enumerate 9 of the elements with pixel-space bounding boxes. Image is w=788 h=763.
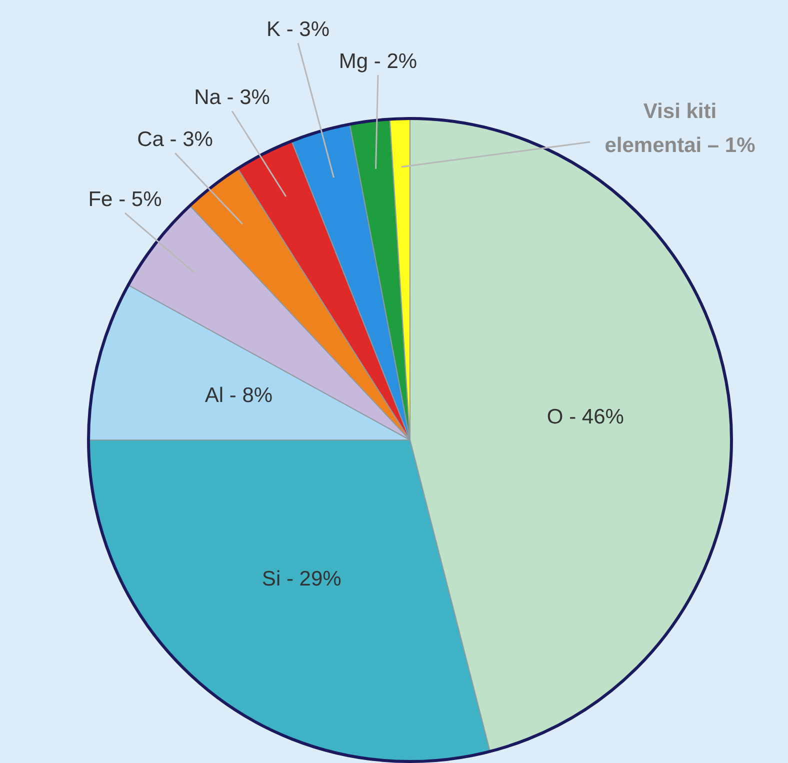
slice-label: Mg - 2% [338, 50, 418, 73]
slice-label: Fe - 5% [88, 188, 162, 211]
slice-label: Visi kiti elementai – 1% [604, 100, 756, 157]
slice-label: O - 46% [546, 406, 624, 429]
slice-label: Ca - 3% [137, 128, 213, 151]
slice-label: K - 3% [266, 18, 330, 41]
slice-label: Al - 8% [204, 384, 273, 407]
slice-label: Na - 3% [194, 86, 270, 109]
slice-label: Si - 29% [262, 568, 342, 591]
